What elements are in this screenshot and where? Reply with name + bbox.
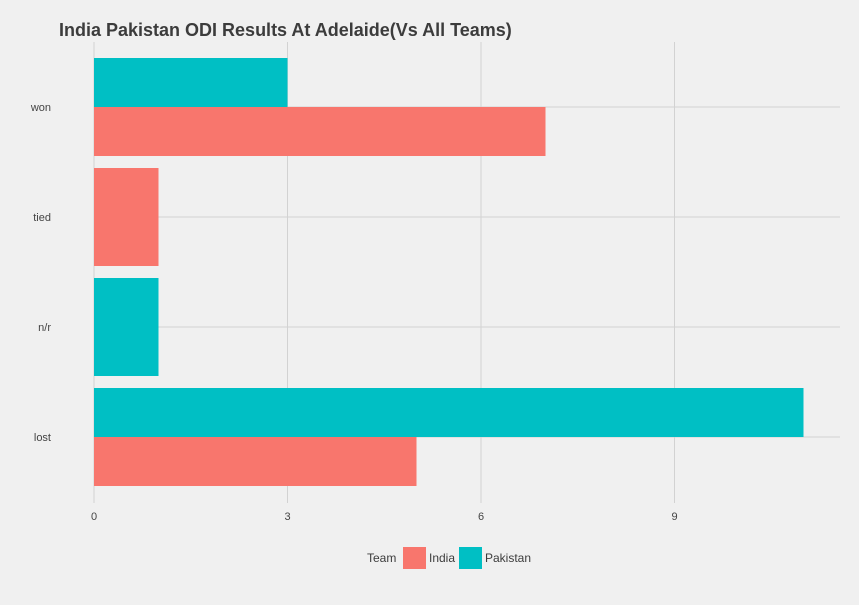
- legend-label-pakistan: Pakistan: [485, 551, 531, 565]
- y-tick-label: lost: [34, 432, 51, 444]
- x-axis-labels: 0 3 6 9: [91, 511, 678, 523]
- x-tick-label: 3: [284, 511, 290, 523]
- chart-title: India Pakistan ODI Results At Adelaide(V…: [59, 20, 512, 40]
- y-tick-label: won: [30, 102, 51, 114]
- x-tick-label: 9: [671, 511, 677, 523]
- bar-india-won: [94, 107, 546, 156]
- legend-label-india: India: [429, 551, 455, 565]
- bar-pakistan-lost: [94, 388, 804, 437]
- bar-india-lost: [94, 437, 417, 486]
- x-tick-label: 0: [91, 511, 97, 523]
- x-tick-label: 6: [478, 511, 484, 523]
- y-tick-label: n/r: [38, 322, 51, 334]
- legend: Team India Pakistan: [367, 547, 531, 569]
- bar-pakistan-won: [94, 58, 288, 107]
- legend-title: Team: [367, 551, 396, 565]
- bars: [94, 58, 804, 486]
- bar-pakistan-nr: [94, 278, 159, 376]
- legend-swatch-pakistan: [459, 547, 482, 569]
- legend-swatch-india: [403, 547, 426, 569]
- y-tick-label: tied: [33, 212, 51, 224]
- bar-india-tied: [94, 168, 159, 266]
- y-axis-labels: won tied n/r lost: [30, 102, 52, 444]
